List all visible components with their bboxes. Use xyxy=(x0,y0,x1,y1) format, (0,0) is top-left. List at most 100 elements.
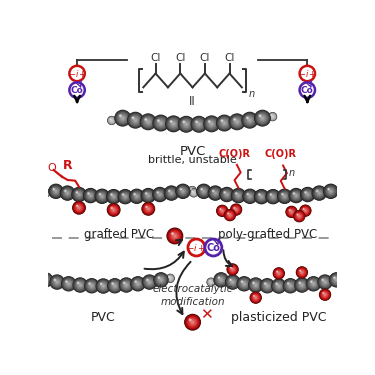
Circle shape xyxy=(147,279,148,280)
Circle shape xyxy=(256,112,268,124)
Circle shape xyxy=(113,284,117,288)
Circle shape xyxy=(188,186,197,195)
Circle shape xyxy=(304,191,307,194)
Circle shape xyxy=(166,188,177,199)
Circle shape xyxy=(304,209,307,212)
Circle shape xyxy=(330,190,332,192)
Circle shape xyxy=(38,273,53,287)
Circle shape xyxy=(132,117,134,118)
Circle shape xyxy=(323,292,324,293)
Circle shape xyxy=(79,284,81,286)
Circle shape xyxy=(293,210,305,222)
Circle shape xyxy=(318,192,320,194)
Circle shape xyxy=(165,187,178,200)
Circle shape xyxy=(157,119,165,127)
Circle shape xyxy=(271,278,286,294)
Circle shape xyxy=(266,284,269,288)
Circle shape xyxy=(241,280,248,287)
Circle shape xyxy=(278,190,291,203)
Circle shape xyxy=(180,188,182,190)
Circle shape xyxy=(298,281,302,285)
Circle shape xyxy=(40,275,51,285)
Circle shape xyxy=(144,205,153,213)
Circle shape xyxy=(107,190,120,203)
Circle shape xyxy=(186,316,199,329)
Circle shape xyxy=(146,193,147,194)
Circle shape xyxy=(223,191,226,194)
Circle shape xyxy=(216,205,228,217)
Circle shape xyxy=(221,210,224,212)
Circle shape xyxy=(169,120,178,128)
Circle shape xyxy=(219,207,226,214)
Circle shape xyxy=(324,184,338,199)
Circle shape xyxy=(322,279,328,285)
Circle shape xyxy=(247,193,249,195)
Circle shape xyxy=(288,209,291,212)
Circle shape xyxy=(52,188,55,190)
Circle shape xyxy=(135,119,136,121)
Circle shape xyxy=(87,282,96,290)
Circle shape xyxy=(322,291,328,298)
Circle shape xyxy=(260,278,275,294)
Circle shape xyxy=(166,275,174,282)
Circle shape xyxy=(211,189,219,197)
Circle shape xyxy=(126,284,127,286)
Circle shape xyxy=(125,284,128,286)
Circle shape xyxy=(270,114,273,117)
Circle shape xyxy=(110,193,113,196)
Circle shape xyxy=(74,202,84,213)
Circle shape xyxy=(276,284,281,289)
Circle shape xyxy=(228,277,238,287)
Circle shape xyxy=(67,192,68,194)
Circle shape xyxy=(289,209,294,214)
Circle shape xyxy=(270,114,272,116)
Circle shape xyxy=(41,188,51,198)
Circle shape xyxy=(210,280,213,284)
Circle shape xyxy=(209,280,213,284)
Circle shape xyxy=(271,115,272,116)
Circle shape xyxy=(142,274,157,290)
Circle shape xyxy=(301,207,309,215)
Circle shape xyxy=(122,281,130,289)
Circle shape xyxy=(257,112,268,124)
Circle shape xyxy=(327,188,334,195)
Circle shape xyxy=(311,282,316,286)
Circle shape xyxy=(312,282,315,285)
Circle shape xyxy=(119,114,126,122)
Circle shape xyxy=(192,191,193,192)
Circle shape xyxy=(111,120,112,121)
Circle shape xyxy=(71,187,87,202)
Circle shape xyxy=(179,187,183,191)
Circle shape xyxy=(230,279,236,285)
Circle shape xyxy=(210,122,213,126)
Circle shape xyxy=(144,118,147,121)
Circle shape xyxy=(157,276,160,279)
Circle shape xyxy=(123,281,130,289)
Circle shape xyxy=(111,208,116,212)
Circle shape xyxy=(296,279,307,291)
Circle shape xyxy=(321,278,325,282)
Circle shape xyxy=(109,192,118,201)
Circle shape xyxy=(88,282,91,285)
Circle shape xyxy=(345,277,347,280)
Circle shape xyxy=(168,190,170,192)
Circle shape xyxy=(228,278,232,282)
Circle shape xyxy=(134,279,142,288)
Circle shape xyxy=(264,282,266,285)
Circle shape xyxy=(315,189,323,197)
Circle shape xyxy=(255,110,270,126)
Circle shape xyxy=(122,281,126,285)
Circle shape xyxy=(189,318,192,321)
Circle shape xyxy=(253,282,254,284)
Circle shape xyxy=(257,193,261,196)
Circle shape xyxy=(243,113,257,127)
Circle shape xyxy=(208,120,210,123)
Text: poly-grafted PVC: poly-grafted PVC xyxy=(217,228,317,241)
Circle shape xyxy=(189,188,195,194)
Circle shape xyxy=(160,279,161,280)
Circle shape xyxy=(190,189,194,192)
Circle shape xyxy=(156,275,166,285)
Circle shape xyxy=(207,118,217,129)
Circle shape xyxy=(235,192,237,195)
Circle shape xyxy=(224,191,226,194)
